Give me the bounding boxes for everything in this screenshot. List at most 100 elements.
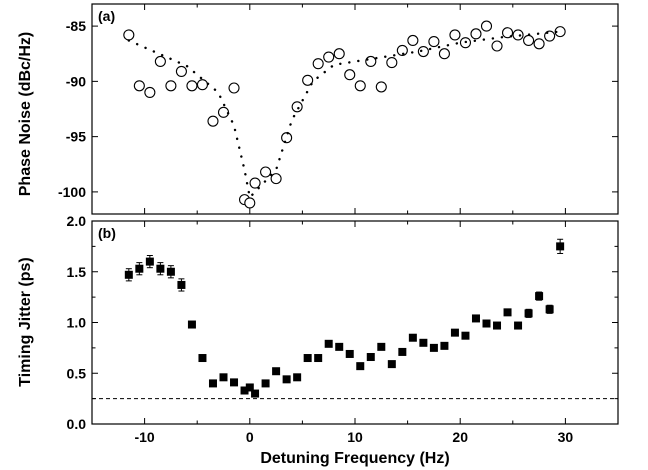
data-point bbox=[303, 354, 312, 363]
data-point bbox=[514, 321, 523, 330]
data-point bbox=[196, 79, 209, 91]
data-point bbox=[324, 339, 333, 348]
y-tick-label-a: -100 bbox=[58, 184, 86, 200]
data-point bbox=[228, 82, 240, 94]
data-point bbox=[375, 81, 387, 93]
data-point bbox=[187, 320, 196, 329]
y-tick-label-a: -90 bbox=[66, 73, 86, 89]
y-tick-label-b: 0.0 bbox=[67, 416, 87, 432]
panel-b-frame bbox=[91, 220, 619, 425]
panel-b: (b) -10 0 10 20 30 0.0 0.5 1.0 1.5 2.0 Timing Jit… bbox=[17, 213, 619, 467]
data-point bbox=[177, 280, 186, 289]
data-point bbox=[438, 48, 450, 60]
data-point bbox=[417, 45, 429, 58]
data-point bbox=[377, 342, 386, 351]
data-point bbox=[135, 264, 144, 273]
data-point bbox=[251, 389, 260, 398]
data-point bbox=[503, 308, 512, 317]
panel-a: (a) -100 -95 -90 -85 Phase Noise (dBc/Hz) bbox=[17, 3, 619, 215]
panel-a-frame bbox=[91, 3, 619, 215]
data-point bbox=[186, 80, 198, 92]
data-point bbox=[408, 333, 417, 342]
data-point bbox=[272, 367, 281, 376]
data-point bbox=[493, 321, 502, 330]
data-point bbox=[545, 305, 554, 314]
data-point bbox=[165, 80, 177, 92]
panel-a-marks bbox=[123, 20, 566, 209]
data-point bbox=[302, 74, 314, 86]
y-tick-label-a: -95 bbox=[66, 129, 86, 145]
data-point bbox=[386, 57, 398, 69]
data-point bbox=[123, 29, 135, 41]
panel-a-ticks: -100 -95 -90 -85 bbox=[58, 4, 619, 214]
data-point bbox=[207, 115, 219, 127]
data-point bbox=[198, 354, 207, 363]
data-point bbox=[333, 48, 345, 60]
data-point bbox=[471, 314, 480, 323]
panel-b-y-axis-label: Timing Jitter (ps) bbox=[17, 257, 34, 387]
y-tick-label-b: 0.5 bbox=[67, 365, 87, 381]
data-point bbox=[533, 38, 545, 50]
data-point bbox=[260, 166, 272, 178]
data-point bbox=[429, 343, 438, 352]
data-point bbox=[282, 375, 291, 384]
fit-curve bbox=[127, 30, 562, 200]
data-point bbox=[354, 80, 366, 92]
data-point bbox=[217, 106, 230, 118]
data-point bbox=[154, 55, 166, 68]
data-point bbox=[407, 34, 419, 47]
data-point bbox=[449, 29, 461, 41]
data-point bbox=[428, 36, 440, 48]
data-point bbox=[356, 362, 365, 371]
data-point bbox=[524, 309, 533, 318]
data-point bbox=[261, 379, 270, 388]
data-point bbox=[535, 292, 544, 301]
data-point bbox=[461, 331, 470, 340]
data-point bbox=[175, 65, 187, 77]
data-point bbox=[144, 86, 156, 98]
panel-b-marks bbox=[92, 238, 618, 400]
data-point bbox=[166, 267, 175, 276]
data-point bbox=[219, 373, 228, 382]
x-axis-label: Detuning Frequency (Hz) bbox=[260, 450, 449, 467]
y-tick-label-a: -85 bbox=[66, 18, 86, 34]
data-point bbox=[344, 69, 356, 81]
data-point bbox=[244, 197, 256, 209]
data-point bbox=[323, 51, 335, 63]
data-point bbox=[156, 264, 165, 273]
y-tick-label-b: 1.0 bbox=[67, 315, 87, 331]
data-point bbox=[145, 257, 154, 266]
data-point bbox=[335, 342, 344, 351]
x-tick-label: -10 bbox=[134, 429, 154, 445]
x-tick-label: 10 bbox=[347, 429, 363, 445]
panel-b-label: (b) bbox=[98, 225, 116, 241]
data-point bbox=[501, 27, 514, 39]
data-point bbox=[398, 347, 407, 356]
data-point bbox=[396, 44, 408, 56]
data-point bbox=[124, 270, 133, 279]
x-tick-label: 30 bbox=[558, 429, 574, 445]
data-point bbox=[440, 341, 449, 350]
x-tick-label: 0 bbox=[246, 429, 254, 445]
data-point bbox=[365, 55, 377, 68]
data-point bbox=[312, 58, 324, 70]
data-point bbox=[470, 28, 482, 40]
data-point bbox=[249, 177, 261, 189]
data-point bbox=[419, 338, 428, 347]
data-point bbox=[366, 353, 375, 362]
data-point bbox=[281, 132, 293, 144]
data-point bbox=[523, 34, 535, 47]
panel-b-ticks: -10 0 10 20 30 0.0 0.5 1.0 1.5 2.0 bbox=[67, 213, 619, 445]
panel-a-y-axis-label: Phase Noise (dBc/Hz) bbox=[17, 32, 34, 196]
y-tick-label-b: 1.5 bbox=[67, 264, 87, 280]
data-point bbox=[133, 80, 145, 92]
data-point bbox=[291, 101, 303, 113]
data-point bbox=[491, 40, 503, 52]
data-point bbox=[482, 319, 491, 328]
data-point bbox=[480, 20, 493, 32]
data-point bbox=[387, 360, 396, 369]
data-point bbox=[556, 242, 565, 251]
data-point bbox=[240, 386, 249, 395]
y-tick-label-b: 2.0 bbox=[67, 213, 87, 229]
